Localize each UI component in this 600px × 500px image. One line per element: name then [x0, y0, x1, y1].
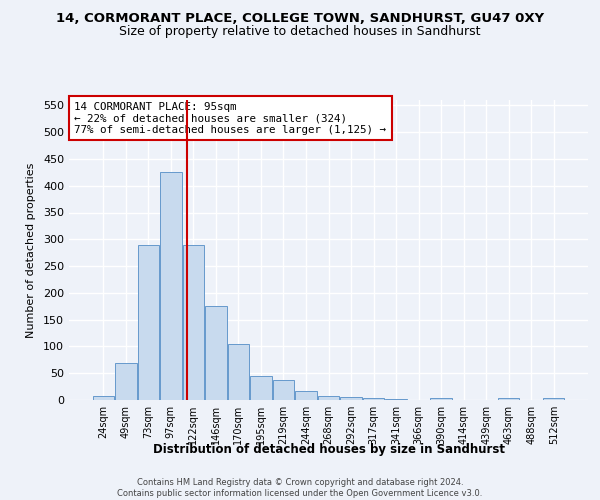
Bar — [137, 244, 159, 400]
Text: Distribution of detached houses by size in Sandhurst: Distribution of detached houses by size … — [153, 442, 505, 456]
Bar — [182, 244, 204, 400]
Bar — [250, 376, 272, 400]
Bar — [160, 172, 182, 400]
Bar — [340, 398, 362, 400]
Bar — [318, 396, 339, 400]
Text: 14, CORMORANT PLACE, COLLEGE TOWN, SANDHURST, GU47 0XY: 14, CORMORANT PLACE, COLLEGE TOWN, SANDH… — [56, 12, 544, 26]
Bar — [498, 398, 520, 400]
Bar — [92, 396, 114, 400]
Bar — [543, 398, 565, 400]
Text: Size of property relative to detached houses in Sandhurst: Size of property relative to detached ho… — [119, 25, 481, 38]
Text: Contains HM Land Registry data © Crown copyright and database right 2024.
Contai: Contains HM Land Registry data © Crown c… — [118, 478, 482, 498]
Bar — [273, 380, 294, 400]
Bar — [363, 398, 384, 400]
Text: 14 CORMORANT PLACE: 95sqm
← 22% of detached houses are smaller (324)
77% of semi: 14 CORMORANT PLACE: 95sqm ← 22% of detac… — [74, 102, 386, 134]
Bar — [115, 362, 137, 400]
Bar — [295, 392, 317, 400]
Y-axis label: Number of detached properties: Number of detached properties — [26, 162, 36, 338]
Bar — [228, 344, 249, 400]
Bar — [430, 398, 452, 400]
Bar — [205, 306, 227, 400]
